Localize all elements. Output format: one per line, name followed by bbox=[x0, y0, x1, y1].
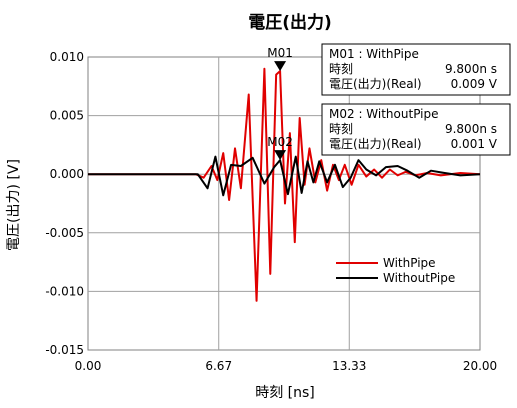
y-tick-label: -0.015 bbox=[45, 343, 84, 357]
legend: WithPipe WithoutPipe bbox=[336, 256, 455, 285]
x-tick-label: 20.00 bbox=[463, 359, 497, 373]
marker-box-m01-value-label: 電圧(出力)(Real) bbox=[329, 77, 422, 91]
marker-triangle-m01 bbox=[274, 61, 287, 72]
marker-box-m02-time-value: 9.800n s bbox=[445, 122, 497, 136]
marker-box-m01-name: M01 : WithPipe bbox=[329, 47, 419, 61]
marker-box-m01-frame bbox=[321, 43, 511, 96]
marker-box-m02-frame bbox=[321, 103, 511, 156]
y-tick-label: -0.010 bbox=[45, 284, 84, 298]
y-tick-label: 0.010 bbox=[50, 50, 84, 64]
x-tick-label: 6.67 bbox=[205, 359, 232, 373]
y-tick-label: -0.005 bbox=[45, 226, 84, 240]
y-tick-label: 0.005 bbox=[50, 109, 84, 123]
marker-box-m02: M02 : WithoutPipe 時刻 9.800n s 電圧(出力)(Rea… bbox=[321, 103, 511, 156]
marker-triangle-m02 bbox=[274, 150, 287, 161]
tick-labels: 0.00 6.67 13.33 20.00 0.010 0.005 0.000 -0.005 -… bbox=[45, 50, 497, 373]
marker-box-m01-value: 0.009 V bbox=[451, 77, 498, 91]
marker-label-m01: M01 bbox=[267, 46, 293, 60]
x-tick-label: 0.00 bbox=[75, 359, 102, 373]
series-layer bbox=[88, 67, 481, 302]
series-line-withpipe bbox=[88, 67, 481, 302]
marker-box-m01: M01 : WithPipe 時刻 9.800n s 電圧(出力)(Real) … bbox=[321, 43, 511, 96]
chart-title: 電圧(出力) bbox=[248, 12, 332, 33]
legend-label-withpipe: WithPipe bbox=[383, 256, 436, 270]
legend-label-withoutpipe: WithoutPipe bbox=[383, 271, 455, 285]
markers: M01 M02 bbox=[267, 46, 293, 161]
marker-box-m02-value-label: 電圧(出力)(Real) bbox=[329, 137, 422, 151]
y-axis-label: 電圧(出力) [V] bbox=[6, 159, 22, 251]
marker-box-m02-value: 0.001 V bbox=[451, 137, 498, 151]
marker-box-m01-time-label: 時刻 bbox=[329, 62, 353, 76]
series-line-withoutpipe bbox=[88, 155, 481, 197]
y-tick-label: 0.000 bbox=[50, 167, 84, 181]
x-tick-label: 13.33 bbox=[332, 359, 366, 373]
marker-box-m02-time-label: 時刻 bbox=[329, 122, 353, 136]
marker-label-m02: M02 bbox=[267, 135, 293, 149]
marker-box-m01-time-value: 9.800n s bbox=[445, 62, 497, 76]
marker-box-m02-name: M02 : WithoutPipe bbox=[329, 107, 439, 121]
x-axis-label: 時刻 [ns] bbox=[255, 385, 315, 401]
